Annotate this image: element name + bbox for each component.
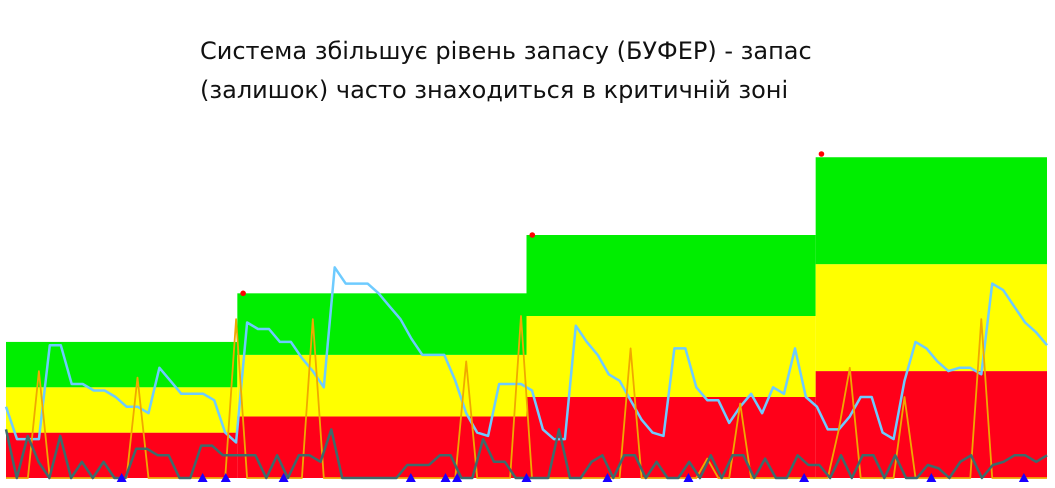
red-zone-1: [6, 432, 238, 478]
red-zone-4: [815, 371, 1047, 478]
buffer-increase-point-3: [818, 151, 825, 157]
replenishment-marker-8: [521, 473, 532, 482]
chart-title: Система збільшує рівень запасу (БУФЕР) -…: [200, 32, 900, 110]
replenishment-marker-13: [1018, 473, 1029, 482]
title-line-2: (залишок) часто знаходиться в критичній …: [200, 76, 789, 104]
replenishment-marker-6: [440, 473, 451, 482]
title-line-1: Система збільшує рівень запасу (БУФЕР) -…: [200, 37, 812, 65]
replenishment-marker-7: [452, 473, 463, 482]
replenishment-marker-1: [116, 473, 127, 482]
red-zone-2: [237, 416, 527, 478]
replenishment-marker-3: [220, 473, 231, 482]
buffer-increase-point-1: [240, 290, 246, 297]
replenishment-marker-10: [683, 473, 694, 482]
replenishment-marker-5: [405, 473, 416, 482]
replenishment-marker-11: [799, 473, 810, 482]
red-zone-3: [526, 397, 816, 478]
replenishment-marker-12: [926, 473, 937, 482]
buffer-increase-point-2: [529, 232, 536, 238]
replenishment-marker-9: [602, 473, 613, 482]
yellow-zone-2: [237, 354, 527, 417]
green-zone-2: [237, 293, 527, 355]
green-zone-4: [815, 157, 1047, 265]
replenishment-marker-4: [278, 473, 289, 482]
replenishment-marker-2: [197, 473, 208, 482]
green-zone-3: [526, 235, 816, 316]
